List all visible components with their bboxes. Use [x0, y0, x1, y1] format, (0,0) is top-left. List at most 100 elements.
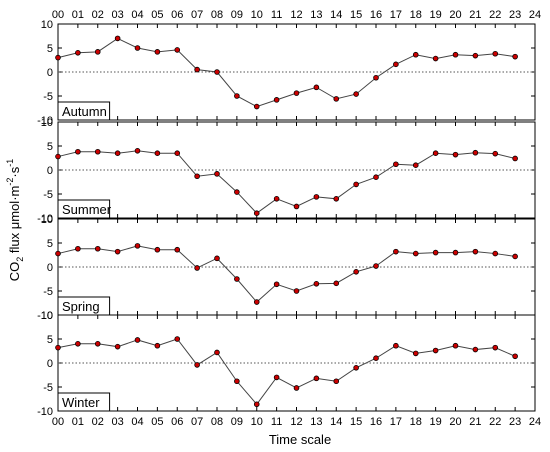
data-point — [393, 342, 399, 349]
data-point — [313, 84, 320, 91]
data-point — [174, 246, 181, 253]
y-tick-label: -5 — [43, 91, 53, 103]
season-label-box — [57, 101, 111, 121]
panel-autumn: -10 -5 0 5 10 Autumn — [37, 19, 536, 127]
bottom-x-tick-label: 00 — [52, 416, 64, 428]
top-x-tick-labels: 00 01 02 03 04 05 06 07 08 09 10 11 12 13 14 15 16 17 18 19… — [52, 9, 541, 21]
bottom-x-tick-label: 16 — [370, 416, 382, 428]
data-point — [452, 51, 459, 58]
data-point — [313, 194, 320, 200]
top-x-tick-label: 07 — [191, 9, 203, 21]
data-point — [452, 151, 459, 158]
data-point — [174, 336, 181, 342]
y-tick-label: 0 — [47, 67, 53, 79]
data-point — [55, 54, 61, 61]
data-point — [432, 249, 439, 256]
data-point — [214, 349, 220, 356]
data-point — [234, 276, 240, 282]
data-point — [412, 350, 419, 357]
x-axis-title: Time scale — [269, 432, 331, 447]
data-point — [512, 353, 518, 360]
data-point — [293, 288, 300, 294]
data-point — [234, 93, 240, 99]
top-x-tick-label: 23 — [509, 9, 521, 21]
data-point — [234, 378, 240, 385]
data-point — [492, 344, 499, 351]
data-point — [55, 153, 61, 160]
y-tick-label: 0 — [47, 358, 53, 370]
data-point — [154, 342, 161, 349]
y-tick-label: 10 — [41, 117, 53, 129]
data-point — [472, 248, 479, 255]
top-x-tick-label: 24 — [529, 9, 541, 21]
bottom-x-tick-label: 20 — [449, 416, 461, 428]
data-point — [253, 210, 260, 217]
top-x-tick-label: 14 — [330, 9, 342, 21]
top-x-tick-label: 18 — [410, 9, 422, 21]
top-x-tick-label: 13 — [310, 9, 322, 21]
bottom-x-tick-label: 14 — [330, 416, 342, 428]
top-x-tick-label: 09 — [231, 9, 243, 21]
data-point — [353, 268, 359, 275]
data-point — [253, 401, 260, 408]
data-point — [293, 203, 300, 210]
data-point — [94, 245, 101, 252]
data-point — [55, 344, 61, 351]
top-x-tick-label: 08 — [211, 9, 223, 21]
data-point — [393, 161, 399, 168]
data-point — [194, 362, 200, 368]
bottom-x-tick-label: 07 — [191, 416, 203, 428]
data-point — [492, 150, 499, 157]
season-label: Winter — [62, 395, 100, 410]
data-point — [373, 74, 379, 81]
season-label: Autumn — [62, 104, 107, 119]
data-point — [492, 250, 499, 257]
bottom-x-tick-label: 21 — [469, 416, 481, 428]
data-point — [114, 35, 121, 42]
top-x-tick-label: 05 — [151, 9, 163, 21]
data-point — [333, 196, 340, 202]
season-label-box — [57, 199, 111, 219]
data-point — [353, 181, 359, 188]
data-point — [94, 148, 101, 155]
data-point — [412, 162, 419, 169]
bottom-x-tick-label: 10 — [251, 416, 263, 428]
bottom-x-tick-label: 22 — [489, 416, 501, 428]
data-point — [174, 47, 181, 53]
data-point — [55, 250, 61, 257]
top-x-tick-label: 12 — [290, 9, 302, 21]
data-point — [75, 245, 81, 252]
data-point — [333, 280, 340, 287]
top-x-tick-label: 15 — [350, 9, 362, 21]
data-point — [293, 385, 300, 391]
top-x-tick-label: 04 — [131, 9, 143, 21]
data-point — [273, 281, 280, 288]
data-point — [452, 342, 459, 349]
panel-spring: -10 -5 0 5 10 Spring — [37, 214, 536, 322]
y-tick-label: 5 — [47, 141, 53, 153]
y-tick-label: -10 — [37, 115, 53, 127]
data-point — [393, 61, 399, 68]
panel-winter: -10 -5 0 5 10 Winter — [37, 310, 536, 418]
bottom-x-tick-label: 15 — [350, 416, 362, 428]
data-point — [154, 246, 161, 253]
bottom-x-tick-label: 01 — [72, 416, 84, 428]
data-point — [373, 355, 379, 362]
data-point — [472, 346, 479, 353]
series-line-autumn — [57, 37, 516, 108]
top-x-tick-label: 22 — [489, 9, 501, 21]
series-line-winter — [57, 338, 516, 406]
data-point — [393, 248, 399, 255]
bottom-x-tick-label: 09 — [231, 416, 243, 428]
data-point — [114, 248, 121, 255]
data-point — [75, 340, 81, 347]
y-tick-label: 5 — [47, 334, 53, 346]
top-x-tick-label: 19 — [430, 9, 442, 21]
y-axis-title: CO2 flux μmol·m-2·s-1 — [5, 159, 25, 281]
data-point — [114, 150, 121, 157]
data-point — [134, 148, 141, 154]
bottom-x-tick-label: 05 — [151, 416, 163, 428]
data-point — [253, 299, 260, 305]
data-point — [194, 173, 200, 180]
